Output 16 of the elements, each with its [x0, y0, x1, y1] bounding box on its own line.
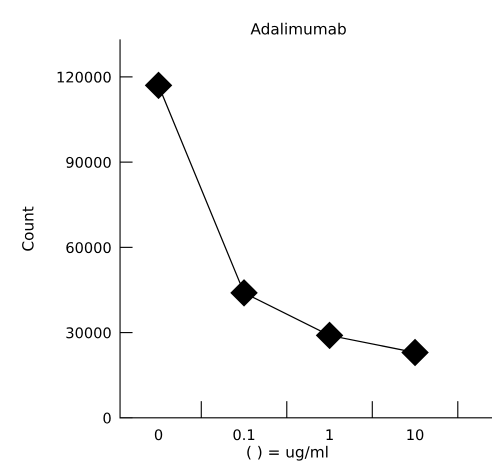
point — [402, 339, 429, 366]
y-tick-label: 90000 — [66, 156, 111, 168]
x-tick-label: 1 — [326, 429, 333, 440]
x-axis-title: ( ) = ug/ml — [247, 446, 328, 461]
point — [316, 322, 343, 349]
y-axis-title: Count — [22, 206, 34, 251]
y-tick-label: 60000 — [66, 242, 111, 254]
y-tick-label: 30000 — [66, 327, 111, 338]
x-tick-label: 0 — [154, 429, 162, 440]
x-tick-label: 10 — [407, 429, 424, 440]
x-tick-label: 0.1 — [233, 429, 254, 440]
y-tick-label: 120000 — [58, 72, 111, 83]
point — [145, 72, 172, 99]
chart-title: Adalimumab — [250, 22, 346, 35]
y-tick-label: 0 — [103, 412, 111, 424]
point — [230, 279, 258, 306]
